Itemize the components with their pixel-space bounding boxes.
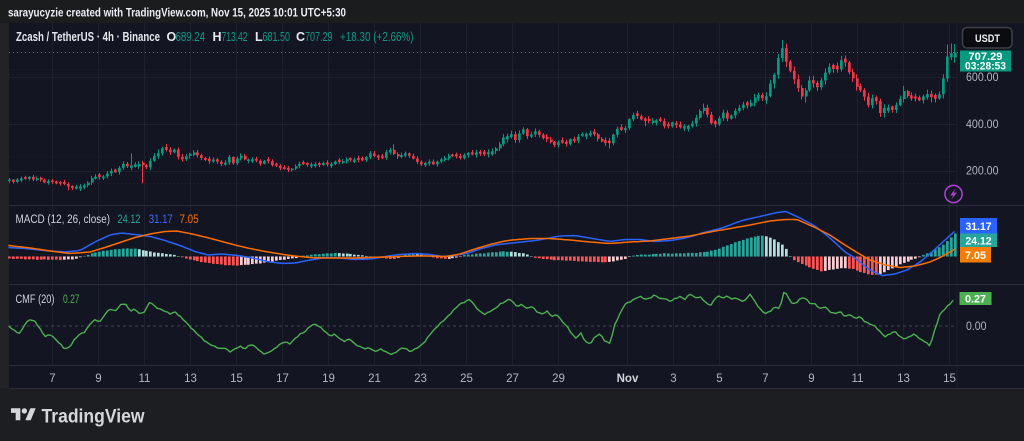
svg-text:O: O (167, 30, 177, 44)
svg-text:0.27: 0.27 (63, 294, 80, 306)
svg-text:3: 3 (670, 373, 676, 385)
svg-text:31.17: 31.17 (149, 214, 173, 226)
svg-text:TradingView: TradingView (42, 406, 146, 428)
svg-text:L: L (255, 30, 263, 44)
svg-text:CMF (20): CMF (20) (16, 294, 55, 306)
svg-text:681.50: 681.50 (263, 30, 291, 44)
svg-text:7: 7 (762, 373, 768, 385)
svg-text:03:28:53: 03:28:53 (965, 61, 1006, 73)
svg-text:13: 13 (184, 373, 197, 385)
svg-text:sarayucyzie created with Tradi: sarayucyzie created with TradingView.com… (8, 6, 346, 20)
svg-text:600.00: 600.00 (966, 72, 999, 84)
svg-text:9: 9 (95, 373, 101, 385)
svg-text:Nov: Nov (617, 373, 639, 385)
svg-text:200.00: 200.00 (966, 166, 999, 178)
svg-text:+18.30 (+2.66%): +18.30 (+2.66%) (340, 30, 414, 44)
svg-text:MACD (12, 26, close): MACD (12, 26, close) (16, 214, 111, 226)
svg-text:17: 17 (276, 373, 289, 385)
svg-text:11: 11 (139, 373, 151, 385)
svg-text:7.05: 7.05 (180, 214, 199, 226)
svg-text:713.42: 713.42 (222, 30, 248, 44)
svg-text:707.29: 707.29 (969, 51, 1003, 63)
svg-text:13: 13 (897, 373, 910, 385)
svg-text:689.24: 689.24 (176, 30, 206, 44)
svg-text:9: 9 (808, 373, 814, 385)
svg-text:24.12: 24.12 (966, 235, 992, 247)
svg-text:27: 27 (506, 373, 519, 385)
svg-text:Zcash / TetherUS · 4h · Binanc: Zcash / TetherUS · 4h · Binance (16, 30, 160, 44)
svg-text:H: H (213, 30, 222, 44)
svg-text:5: 5 (716, 373, 722, 385)
svg-text:24.12: 24.12 (118, 214, 141, 226)
svg-text:25: 25 (460, 373, 473, 385)
svg-text:29: 29 (552, 373, 565, 385)
svg-text:0.27: 0.27 (965, 293, 986, 305)
svg-text:400.00: 400.00 (966, 119, 999, 131)
svg-text:0.00: 0.00 (966, 321, 987, 333)
svg-text:USDT: USDT (975, 33, 1000, 45)
svg-text:15: 15 (943, 373, 956, 385)
svg-text:7.05: 7.05 (965, 250, 986, 262)
svg-text:C: C (296, 30, 305, 44)
svg-text:707.29: 707.29 (305, 30, 333, 44)
svg-text:15: 15 (230, 373, 243, 385)
svg-text:11: 11 (852, 373, 864, 385)
svg-text:21: 21 (368, 373, 381, 385)
svg-text:7: 7 (49, 373, 55, 385)
svg-text:31.17: 31.17 (966, 221, 992, 233)
svg-text:19: 19 (322, 373, 335, 385)
svg-text:23: 23 (414, 373, 427, 385)
